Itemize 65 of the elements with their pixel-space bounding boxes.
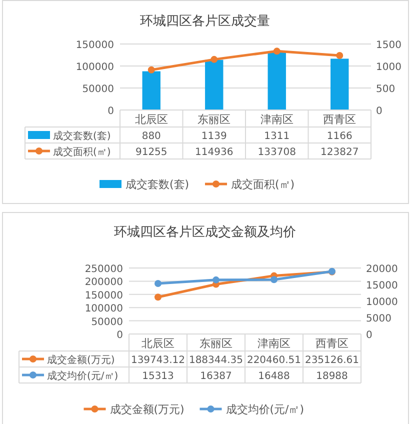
data-label: 139743.12 <box>130 355 186 366</box>
x-tick-label: 北辰区 <box>134 113 168 126</box>
y-tick-label: 100000 <box>76 62 114 73</box>
x-tick-label: 东丽区 <box>200 337 232 350</box>
y-tick-label: 50000 <box>82 84 114 95</box>
point <box>148 66 155 74</box>
point <box>154 280 162 287</box>
point <box>154 294 162 301</box>
point <box>210 56 218 63</box>
y2-tick-label: 10000 <box>366 297 398 308</box>
bar <box>268 52 286 110</box>
y2-tick-label: 1000 <box>376 62 402 73</box>
data-label: 235126.61 <box>304 355 360 366</box>
data-label: 133708 <box>258 147 296 158</box>
y2-tick-label: 15000 <box>366 280 398 292</box>
y-tick-label: 150000 <box>76 40 114 51</box>
point <box>336 52 344 60</box>
chart-title: 环城四区各片区成交量 <box>140 13 270 29</box>
data-label: 1166 <box>326 131 352 142</box>
bar <box>330 58 349 110</box>
x-tick-label: 西青区 <box>316 337 348 350</box>
text: 成交均价(元/㎡) <box>226 403 304 416</box>
y2-tick-label: 500 <box>376 84 396 95</box>
text: 成交金额(万元) <box>110 403 184 416</box>
legend-label: 成交均价(元/㎡) <box>47 370 118 382</box>
data-label: 16387 <box>200 371 232 382</box>
x-tick-label: 津南区 <box>260 113 294 126</box>
x-tick-label: 北辰区 <box>142 337 174 350</box>
legend-label: 成交金额(万元) <box>47 354 115 366</box>
point <box>273 48 280 55</box>
data-label: 1311 <box>264 131 290 142</box>
data-label: 114936 <box>195 147 234 158</box>
y-tick-label: 150000 <box>84 290 123 302</box>
y2-tick-label: 20000 <box>366 264 398 275</box>
y-tick-label: 200000 <box>84 277 123 288</box>
data-label: 188344.35 <box>188 355 244 366</box>
data-label: 123827 <box>320 147 359 158</box>
data-label: 16488 <box>258 371 290 382</box>
data-label: 220460.51 <box>246 355 302 366</box>
y2-tick-label: 1500 <box>376 40 402 51</box>
text: 成交套数(套) <box>126 178 190 191</box>
y2-tick-label: 0 <box>376 106 382 117</box>
data-label: 15313 <box>142 371 174 382</box>
y-tick-label: 0 <box>108 106 114 117</box>
data-label: 91255 <box>135 147 168 158</box>
y-tick-label: 100000 <box>84 304 123 315</box>
text: 成交面积(㎡) <box>231 178 295 191</box>
y-tick-label: 50000 <box>91 316 123 328</box>
x-tick-label: 西青区 <box>323 113 356 126</box>
legend-label: 成交套数(套) <box>53 130 111 142</box>
chart-title: 环城四区各片区成交金额及均价 <box>114 224 296 240</box>
legend-label: 成交面积(㎡) <box>53 146 111 158</box>
bar <box>142 71 160 110</box>
point <box>212 276 220 284</box>
bar <box>205 60 224 110</box>
data-label: 1139 <box>201 131 227 142</box>
point <box>270 276 278 284</box>
y-tick-label: 0 <box>116 330 123 341</box>
x-tick-label: 东丽区 <box>198 113 231 126</box>
y-tick-label: 250000 <box>84 264 123 275</box>
y2-tick-label: 5000 <box>366 314 392 324</box>
y2-tick-label: 0 <box>366 330 372 341</box>
x-tick-label: 津南区 <box>258 337 290 350</box>
data-label: 880 <box>142 131 161 142</box>
data-label: 18988 <box>316 371 348 382</box>
